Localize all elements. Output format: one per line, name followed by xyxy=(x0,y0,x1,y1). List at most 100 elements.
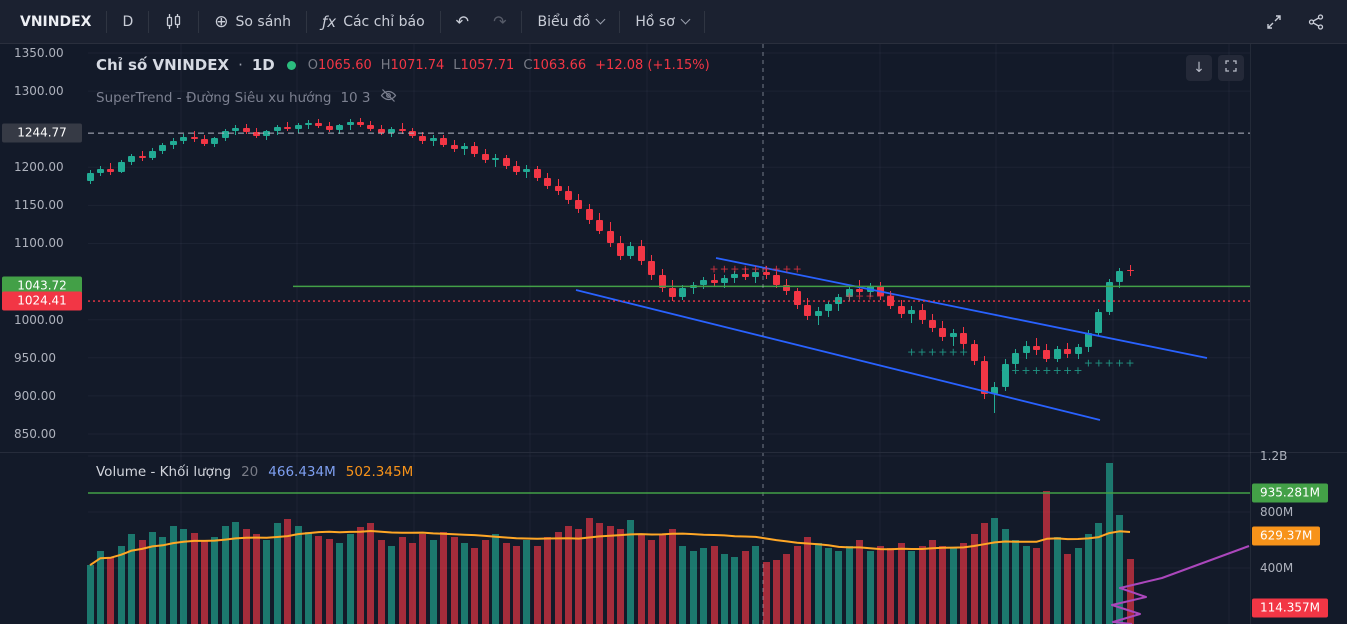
candle xyxy=(359,117,361,127)
candle xyxy=(242,128,250,133)
candle xyxy=(876,286,884,297)
symbol-button[interactable]: VNINDEX xyxy=(20,13,92,30)
candle xyxy=(918,309,926,321)
pane-divider[interactable] xyxy=(0,452,1347,453)
candle xyxy=(429,138,437,142)
undo-button[interactable]: ↶ xyxy=(444,6,481,38)
candle xyxy=(471,145,479,154)
candle xyxy=(679,288,687,297)
candle xyxy=(1022,345,1030,354)
volume-bar xyxy=(460,542,468,624)
candle xyxy=(86,172,94,181)
candle xyxy=(117,161,125,172)
volume-bar xyxy=(180,528,188,624)
volume-bar xyxy=(367,523,375,624)
volume-bar xyxy=(356,527,364,624)
share-button[interactable] xyxy=(1295,6,1337,38)
volume-bar xyxy=(918,545,926,624)
eye-off-icon[interactable] xyxy=(380,87,397,108)
candle xyxy=(533,168,541,178)
undo-icon: ↶ xyxy=(455,12,470,31)
legend-interval[interactable]: 1D xyxy=(251,56,275,74)
volume-bar xyxy=(419,534,427,624)
volume-legend: Volume - Khối lượng 20 466.434M 502.345M xyxy=(96,464,413,480)
candle xyxy=(450,145,458,149)
maximize-pane-button[interactable] xyxy=(1218,55,1244,81)
candle xyxy=(211,138,219,144)
indicators-button[interactable]: ƒx Các chỉ báo xyxy=(310,6,437,38)
candle xyxy=(741,273,749,278)
volume-indicator-name[interactable]: Volume - Khối lượng xyxy=(96,464,232,480)
candle xyxy=(460,145,468,149)
compare-button[interactable]: ⊕ So sánh xyxy=(202,6,303,38)
volume-bar xyxy=(117,545,125,624)
volume-bar xyxy=(304,531,312,624)
volume-bar xyxy=(211,537,219,624)
candle xyxy=(845,289,853,297)
compare-label: So sánh xyxy=(235,13,292,30)
candle xyxy=(232,128,240,132)
chart-style-button[interactable] xyxy=(152,6,195,38)
candle xyxy=(346,122,354,126)
change-value: +12.08 (+1.15%) xyxy=(595,57,710,73)
close-value: 1063.66 xyxy=(532,57,587,73)
volume-bar xyxy=(128,534,136,624)
volume-bar xyxy=(1043,491,1051,624)
volume-bar xyxy=(263,540,271,624)
volume-bar xyxy=(169,526,177,624)
volume-bar xyxy=(564,526,572,624)
volume-bar xyxy=(544,537,552,624)
candle xyxy=(564,190,572,201)
plus-circle-icon: ⊕ xyxy=(214,11,229,32)
volume-bar xyxy=(793,545,801,624)
candle xyxy=(720,277,728,284)
candle xyxy=(627,245,635,256)
volume-bar xyxy=(960,542,968,624)
scroll-to-latest-button[interactable]: ↓ xyxy=(1186,55,1212,81)
volume-bar xyxy=(533,545,541,624)
fx-icon: ƒx xyxy=(322,12,337,31)
volume-bar xyxy=(252,534,260,624)
fullscreen-button[interactable] xyxy=(1253,6,1295,38)
toolbar-separator xyxy=(306,10,308,33)
volume-bar xyxy=(949,548,957,624)
candle xyxy=(637,245,645,261)
volume-bar xyxy=(1012,540,1020,624)
volume-bar xyxy=(107,556,115,624)
volume-bar xyxy=(1064,554,1072,624)
redo-button[interactable]: ↷ xyxy=(481,6,518,38)
toolbar-separator xyxy=(439,10,441,33)
candle xyxy=(1126,269,1134,272)
candle xyxy=(294,125,302,130)
candle xyxy=(419,136,427,142)
candle xyxy=(554,185,562,191)
volume-bar xyxy=(336,542,344,624)
volume-bar xyxy=(575,528,583,624)
candle xyxy=(856,289,864,293)
high-value: 1071.74 xyxy=(390,57,445,73)
volume-ma-param: 20 xyxy=(241,464,259,480)
candle xyxy=(970,344,978,361)
volume-bar xyxy=(408,542,416,624)
toolbar-separator xyxy=(106,10,108,33)
legend-title[interactable]: Chỉ số VNINDEX xyxy=(96,56,230,74)
profile-menu-label: Hồ sơ xyxy=(635,13,675,30)
volume-bar xyxy=(232,521,240,624)
candle xyxy=(287,121,289,131)
candle xyxy=(284,126,292,130)
volume-bar xyxy=(440,531,448,624)
chart-menu-button[interactable]: Biểu đồ xyxy=(525,6,616,38)
candle xyxy=(325,126,333,130)
low-value: 1057.71 xyxy=(460,57,515,73)
interval-button[interactable]: D xyxy=(122,13,134,30)
candle xyxy=(408,131,416,137)
indicator-name[interactable]: SuperTrend - Đường Siêu xu hướng xyxy=(96,89,332,106)
candle xyxy=(897,305,905,315)
profile-menu-button[interactable]: Hồ sơ xyxy=(623,6,700,38)
candle xyxy=(1084,333,1092,348)
maximize-icon xyxy=(1224,59,1238,77)
volume-bar xyxy=(1095,523,1103,624)
toolbar-separator xyxy=(703,10,705,33)
volume-bar xyxy=(679,545,687,624)
candle xyxy=(315,123,323,127)
